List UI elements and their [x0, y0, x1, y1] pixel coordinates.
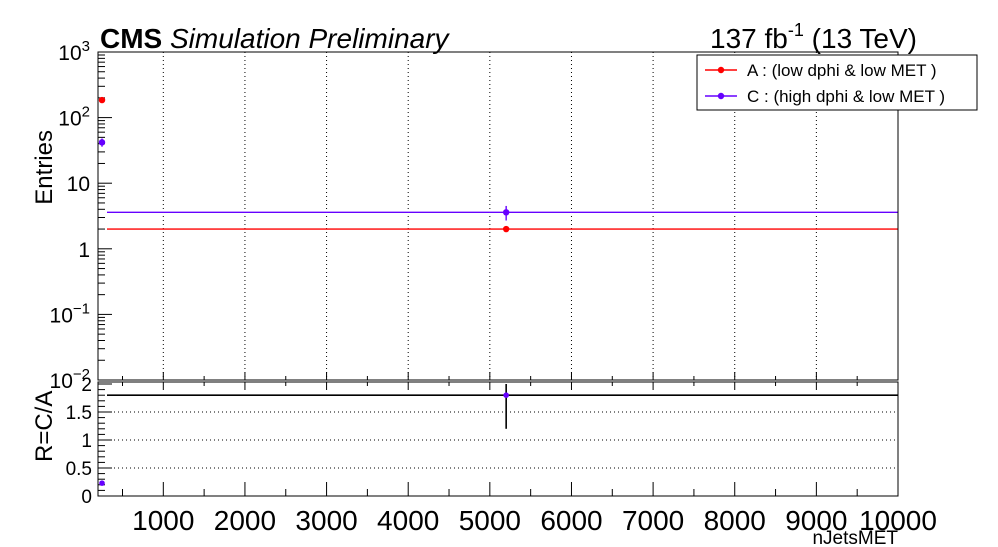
- ratio-point: [99, 480, 105, 486]
- x-tick-label: 9000: [785, 505, 847, 536]
- y-tick-label: 10: [67, 173, 90, 196]
- legend-box: [696, 54, 978, 111]
- y-tick-label: 1: [78, 239, 90, 262]
- cms-label: CMS Simulation Preliminary: [100, 23, 451, 54]
- ratio-y-tick-label: 2: [81, 375, 92, 396]
- data-point: [502, 225, 510, 233]
- legend-entry: A : (low dphi & low MET ): [747, 61, 937, 80]
- legend-marker: [717, 66, 725, 74]
- ratio-frame: [97, 381, 899, 497]
- main-frame: [97, 51, 899, 381]
- ratio-y-tick-label: 1: [81, 431, 92, 452]
- x-tick-label: 3000: [295, 505, 357, 536]
- main-y-axis-title: Entries: [31, 130, 58, 205]
- fit-lines: [107, 211, 898, 230]
- ratio-panel: 0 0.5 1 1.5 2 1000 2000 3000 4000 5000 6000 7000 800…: [31, 375, 937, 547]
- ratio-point: [503, 392, 509, 399]
- data-point: [502, 209, 510, 216]
- x-tick-label: 6000: [540, 505, 602, 536]
- header: CMS Simulation Preliminary 137 fb-1 (13 T…: [100, 20, 917, 54]
- x-tick-label: 4000: [377, 505, 439, 536]
- lumi-label: 137 fb-1 (13 TeV): [710, 20, 917, 54]
- x-tick-label: 5000: [459, 505, 521, 536]
- x-tick-label: 10000: [859, 505, 937, 536]
- y-tick-label: 103: [58, 38, 90, 65]
- x-tick-label: 2000: [214, 505, 276, 536]
- data-point: [98, 139, 106, 146]
- ratio-y-tick-label: 1.5: [66, 403, 92, 424]
- x-axis-title: nJetsMET: [812, 528, 898, 547]
- ratio-y-axis-title: R=C/A: [31, 391, 58, 462]
- x-tick-label: 7000: [622, 505, 684, 536]
- legend-marker: [717, 92, 725, 100]
- legend-entry: C : (high dphi & low MET ): [747, 87, 945, 106]
- y-tick-label: 102: [58, 104, 90, 131]
- x-tick-label: 8000: [704, 505, 766, 536]
- ratio-y-tick-label: 0.5: [66, 459, 92, 480]
- ratio-y-tick-label: 0: [81, 487, 92, 508]
- legend: A : (low dphi & low MET ) C : (high dphi …: [696, 54, 978, 111]
- main-grid: [162, 52, 817, 380]
- y-tick-label: 10−1: [50, 300, 90, 327]
- main-points: [98, 96, 510, 233]
- x-tick-label: 1000: [132, 505, 194, 536]
- y-tick-label: 10−2: [50, 366, 90, 393]
- data-point: [98, 96, 106, 104]
